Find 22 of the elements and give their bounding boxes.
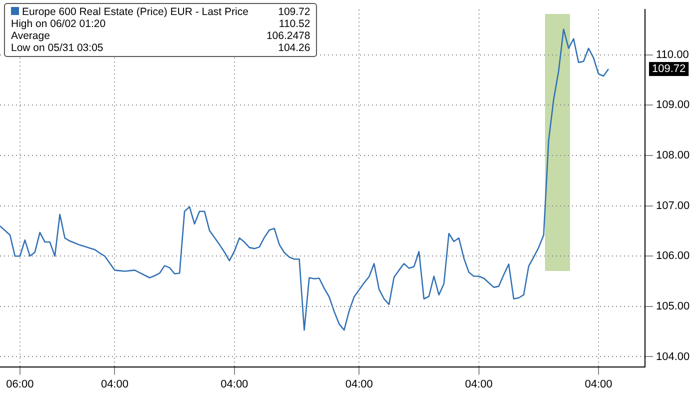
y-tick-label: 109.00 <box>656 99 690 112</box>
annotation: 106.2478 <box>266 30 310 42</box>
annotation: High on 06/02 01:20 <box>11 18 107 30</box>
x-tick-label: 04:00 <box>220 378 248 390</box>
text: 109.72 <box>652 62 686 75</box>
x-tick-label: 04:00 <box>345 378 373 390</box>
y-tick-label: 104.00 <box>656 350 690 363</box>
x-tick-label: 04:00 <box>584 378 612 390</box>
annotation: 110.52 <box>278 18 310 30</box>
x-tick-label: 04:00 <box>100 378 128 390</box>
annotation: 104.26 <box>277 42 310 54</box>
y-tick-label: 108.00 <box>656 150 690 162</box>
annotation: 109.72 <box>277 6 310 18</box>
x-tick-label: 04:00 <box>465 378 493 390</box>
x-tick-label: 06:00 <box>6 378 34 390</box>
legend-label: Europe 600 Real Estate (Price) EUR - Last Price <box>21 6 248 18</box>
annotation: Low on 05/31 03:05 <box>11 42 104 54</box>
annotation: Average <box>11 30 51 42</box>
y-tick-label: 105.00 <box>656 300 690 312</box>
y-tick-label: 107.00 <box>656 200 690 212</box>
y-tick-label: 110.00 <box>656 48 689 61</box>
y-tick-label: 106.00 <box>656 250 690 262</box>
